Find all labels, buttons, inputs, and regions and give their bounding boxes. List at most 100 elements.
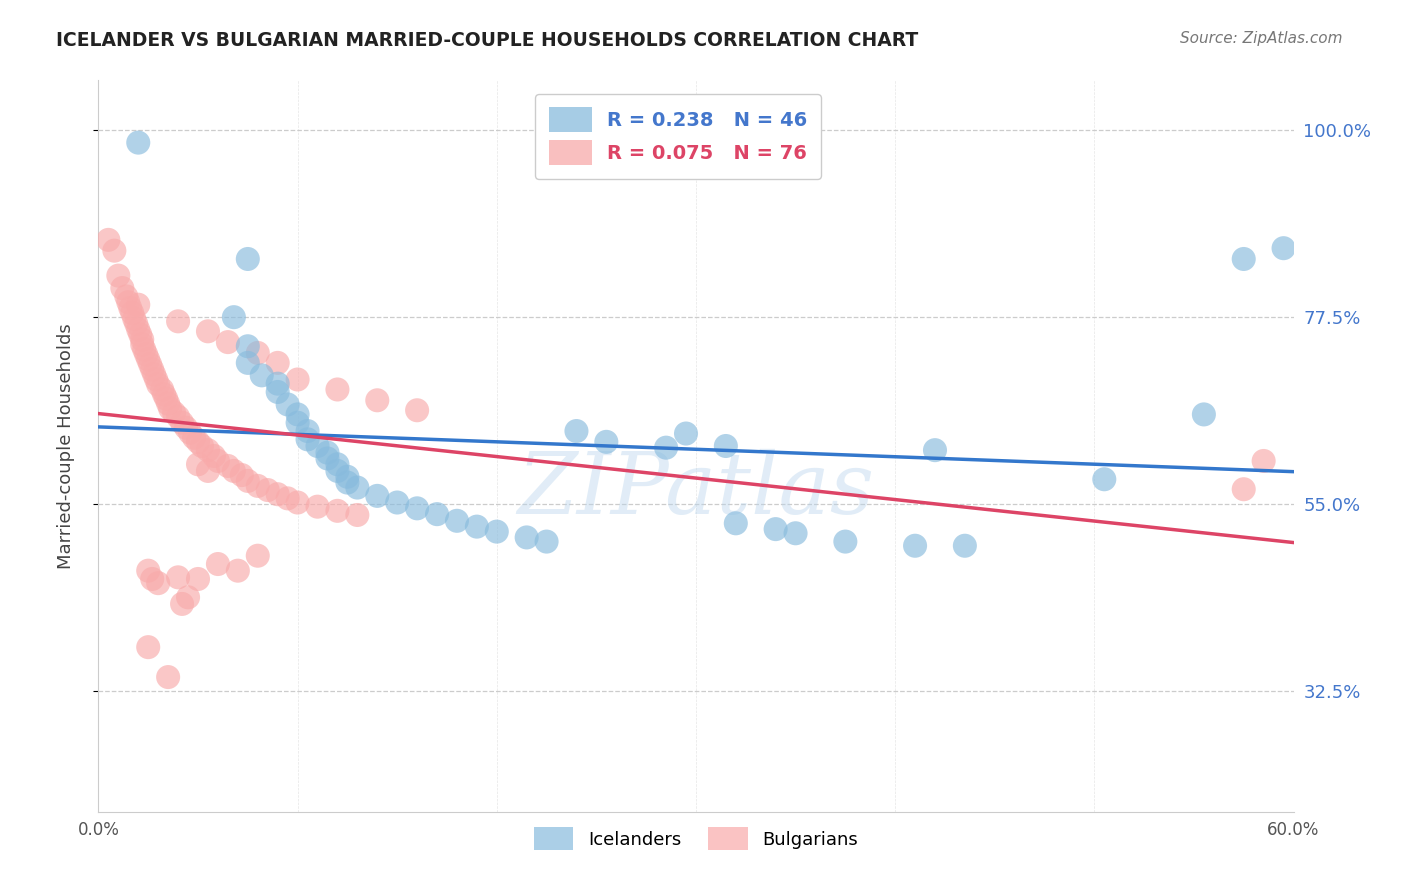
Point	[446, 514, 468, 528]
Point	[485, 524, 508, 539]
Point	[143, 368, 166, 382]
Point	[246, 549, 269, 563]
Point	[595, 434, 617, 449]
Point	[226, 564, 249, 578]
Point	[197, 464, 219, 478]
Point	[953, 539, 976, 553]
Point	[131, 333, 153, 347]
Point	[465, 519, 488, 533]
Point	[141, 572, 163, 586]
Point	[297, 433, 319, 447]
Point	[222, 464, 245, 478]
Point	[155, 392, 177, 406]
Text: ZIPatlas: ZIPatlas	[517, 449, 875, 532]
Point	[174, 421, 197, 435]
Point	[426, 507, 449, 521]
Point	[406, 501, 429, 516]
Point	[1233, 482, 1256, 496]
Point	[516, 530, 538, 544]
Point	[287, 416, 309, 430]
Point	[191, 439, 214, 453]
Point	[1092, 472, 1115, 486]
Point	[222, 310, 245, 325]
Point	[1253, 454, 1275, 468]
Point	[834, 534, 856, 549]
Point	[336, 469, 359, 483]
Point	[136, 352, 159, 367]
Point	[167, 314, 190, 328]
Point	[177, 591, 200, 605]
Point	[267, 376, 290, 391]
Point	[120, 301, 142, 315]
Point	[565, 424, 588, 438]
Point	[724, 516, 747, 531]
Point	[153, 387, 176, 401]
Point	[187, 434, 209, 449]
Legend: Icelanders, Bulgarians: Icelanders, Bulgarians	[526, 820, 866, 857]
Point	[924, 443, 946, 458]
Point	[197, 443, 219, 458]
Point	[136, 640, 159, 655]
Point	[202, 449, 225, 463]
Point	[121, 306, 143, 320]
Point	[277, 491, 299, 506]
Point	[97, 233, 120, 247]
Point	[187, 572, 209, 586]
Point	[307, 500, 329, 514]
Point	[135, 348, 157, 362]
Point	[231, 468, 253, 483]
Point	[141, 362, 163, 376]
Point	[127, 136, 149, 150]
Point	[157, 670, 180, 684]
Point	[1272, 241, 1295, 255]
Point	[250, 368, 273, 383]
Point	[246, 346, 269, 360]
Point	[714, 439, 737, 453]
Point	[163, 406, 186, 420]
Point	[246, 479, 269, 493]
Point	[183, 431, 205, 445]
Point	[172, 416, 194, 430]
Point	[150, 383, 173, 397]
Point	[187, 458, 209, 472]
Point	[336, 475, 359, 490]
Point	[385, 495, 409, 509]
Point	[406, 403, 429, 417]
Point	[1192, 408, 1215, 422]
Point	[326, 458, 349, 472]
Point	[148, 576, 170, 591]
Point	[197, 324, 219, 338]
Point	[307, 439, 329, 453]
Point	[127, 298, 149, 312]
Point	[159, 401, 181, 416]
Point	[134, 343, 156, 357]
Point	[145, 372, 167, 386]
Point	[536, 534, 558, 549]
Point	[125, 317, 148, 331]
Point	[287, 408, 309, 422]
Point	[267, 356, 290, 370]
Point	[131, 337, 153, 351]
Point	[236, 356, 259, 370]
Point	[167, 409, 190, 424]
Point	[326, 464, 349, 478]
Point	[117, 295, 139, 310]
Point	[655, 441, 678, 455]
Point	[297, 424, 319, 438]
Point	[111, 281, 134, 295]
Point	[236, 252, 259, 266]
Point	[326, 383, 349, 397]
Point	[287, 372, 309, 386]
Point	[904, 539, 927, 553]
Point	[267, 487, 290, 501]
Point	[236, 339, 259, 353]
Point	[172, 597, 194, 611]
Point	[103, 244, 125, 258]
Text: ICELANDER VS BULGARIAN MARRIED-COUPLE HOUSEHOLDS CORRELATION CHART: ICELANDER VS BULGARIAN MARRIED-COUPLE HO…	[56, 31, 918, 50]
Point	[277, 397, 299, 411]
Point	[287, 495, 309, 509]
Point	[366, 489, 388, 503]
Point	[129, 327, 152, 342]
Point	[256, 483, 278, 497]
Point	[124, 311, 146, 326]
